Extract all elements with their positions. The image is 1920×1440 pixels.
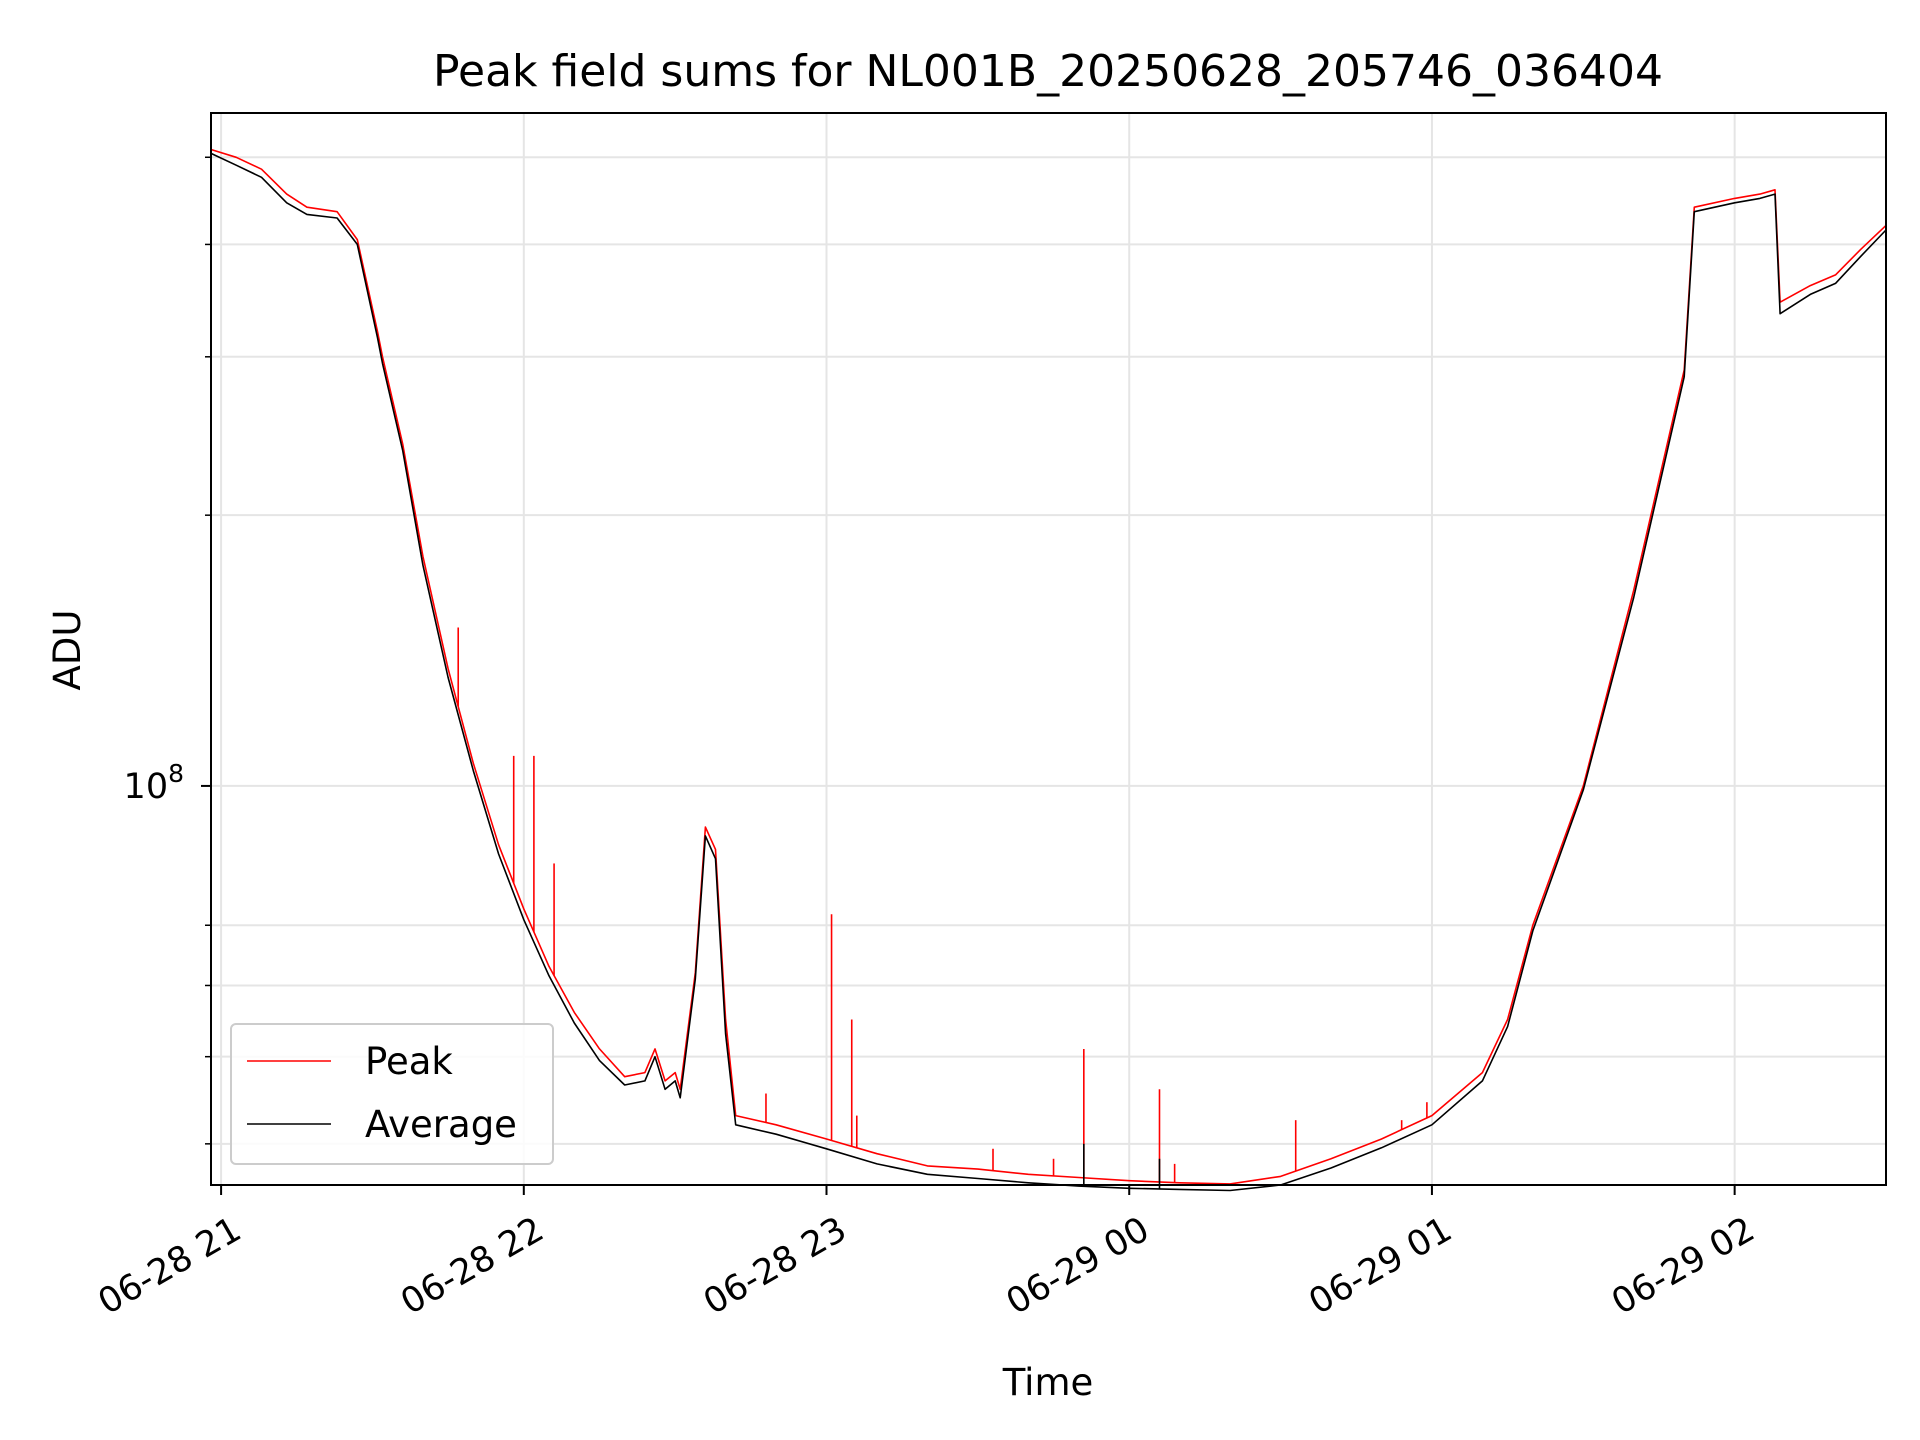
plot-frame	[210, 112, 1887, 1186]
x-axis-label: Time	[1002, 1361, 1094, 1404]
x-tick-label: 06-29 01	[1303, 1210, 1459, 1323]
x-tick-label: 06-28 21	[92, 1210, 248, 1323]
x-tick-label: 06-28 22	[394, 1210, 550, 1323]
series-line-average	[210, 152, 1887, 1192]
legend-label-peak: Peak	[365, 1040, 453, 1083]
legend-box	[230, 1023, 554, 1165]
chart-title: Peak field sums for NL001B_20250628_2057…	[433, 46, 1663, 97]
series-line-peak	[210, 148, 1887, 1185]
legend-label-average: Average	[365, 1103, 517, 1146]
y-axis-label: ADU	[46, 610, 89, 691]
grid	[211, 113, 1886, 1185]
x-tick-label: 06-29 00	[1000, 1210, 1156, 1323]
x-tick-label: 06-28 23	[697, 1210, 853, 1323]
x-tick-label: 06-29 02	[1605, 1210, 1761, 1323]
legend: Peak Average	[230, 1023, 554, 1165]
series-layer	[210, 148, 1887, 1192]
y-tick-label: 108	[124, 759, 184, 807]
